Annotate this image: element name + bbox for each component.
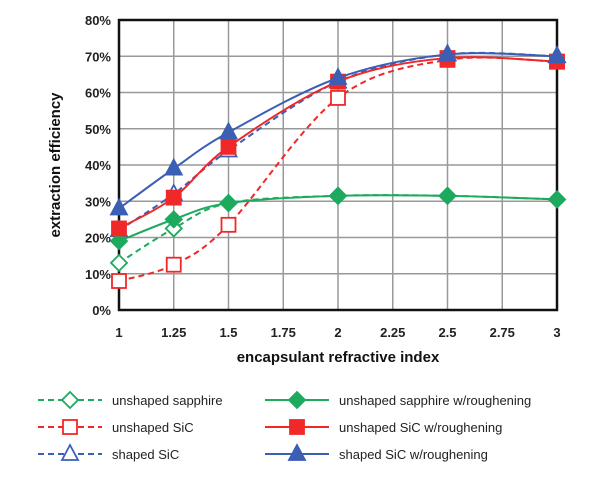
x-tick-label: 2.5 [438, 325, 456, 340]
legend-item: unshaped sapphire w/roughening [265, 390, 531, 410]
legend-label: unshaped sapphire w/roughening [339, 393, 531, 408]
legend-label: shaped SiC w/roughening [339, 447, 488, 462]
y-tick-label: 80% [85, 13, 111, 28]
y-axis-label: extraction efficiency [47, 92, 64, 238]
diamond-filled-marker [438, 186, 457, 206]
triangle-filled-marker [438, 43, 457, 62]
x-axis-label: encapsulant refractive index [237, 349, 440, 366]
legend-label: shaped SiC [112, 447, 179, 462]
y-tick-label: 60% [85, 86, 111, 101]
square-filled-marker [165, 189, 182, 206]
legend-item: unshaped SiC [38, 419, 194, 435]
y-tick-label: 40% [85, 158, 111, 173]
triangle-open-marker [60, 443, 80, 461]
square-filled-marker [111, 220, 127, 237]
y-tick-label: 20% [85, 231, 111, 246]
x-tick-label: 1.75 [271, 325, 296, 340]
square-filled-marker [289, 419, 305, 435]
triangle-filled-marker [287, 443, 307, 461]
x-tick-label: 1 [115, 325, 122, 340]
x-tick-label: 3 [553, 325, 560, 340]
triangle-filled-marker [109, 197, 129, 216]
series-5 [109, 43, 567, 216]
x-tick-label: 2 [334, 325, 341, 340]
diamond-open-marker [109, 253, 129, 273]
square-open-marker [62, 419, 78, 435]
square-open-marker [220, 216, 237, 233]
y-tick-label: 30% [85, 194, 111, 209]
diamond-filled-marker [287, 390, 307, 410]
square-open-marker [330, 90, 346, 106]
diamond-filled-marker [547, 190, 567, 209]
legend-item: unshaped SiC w/roughening [265, 419, 502, 435]
square-filled-marker [220, 138, 237, 155]
square-open-marker [111, 273, 127, 289]
square-open-marker [165, 256, 182, 273]
y-tick-label: 70% [85, 49, 111, 64]
y-tick-label: 0% [92, 303, 111, 318]
diamond-filled-marker [328, 186, 348, 206]
x-tick-label: 1.25 [161, 325, 186, 340]
y-tick-label: 50% [85, 122, 111, 137]
triangle-filled-marker [164, 157, 184, 176]
x-tick-label: 2.25 [380, 325, 405, 340]
series-line [118, 56, 558, 282]
legend-item: shaped SiC [38, 443, 179, 462]
y-tick-label: 10% [85, 267, 111, 282]
diamond-filled-marker [164, 210, 184, 229]
triangle-filled-marker [328, 67, 348, 85]
series-1 [109, 186, 567, 251]
legend-label: unshaped SiC [112, 420, 194, 435]
x-tick-label: 2.75 [490, 325, 515, 340]
legend-item: shaped SiC w/roughening [265, 443, 488, 462]
diamond-filled-marker [219, 193, 238, 213]
legend-label: unshaped SiC w/roughening [339, 420, 502, 435]
diamond-filled-marker [109, 231, 129, 251]
legend-label: unshaped sapphire [112, 393, 223, 408]
legend-item: unshaped sapphire [38, 390, 223, 410]
diamond-open-marker [60, 390, 80, 410]
triangle-filled-marker [547, 45, 567, 64]
triangle-filled-marker [219, 121, 238, 140]
x-tick-label: 1.5 [219, 325, 237, 340]
plot-frame [117, 18, 559, 312]
